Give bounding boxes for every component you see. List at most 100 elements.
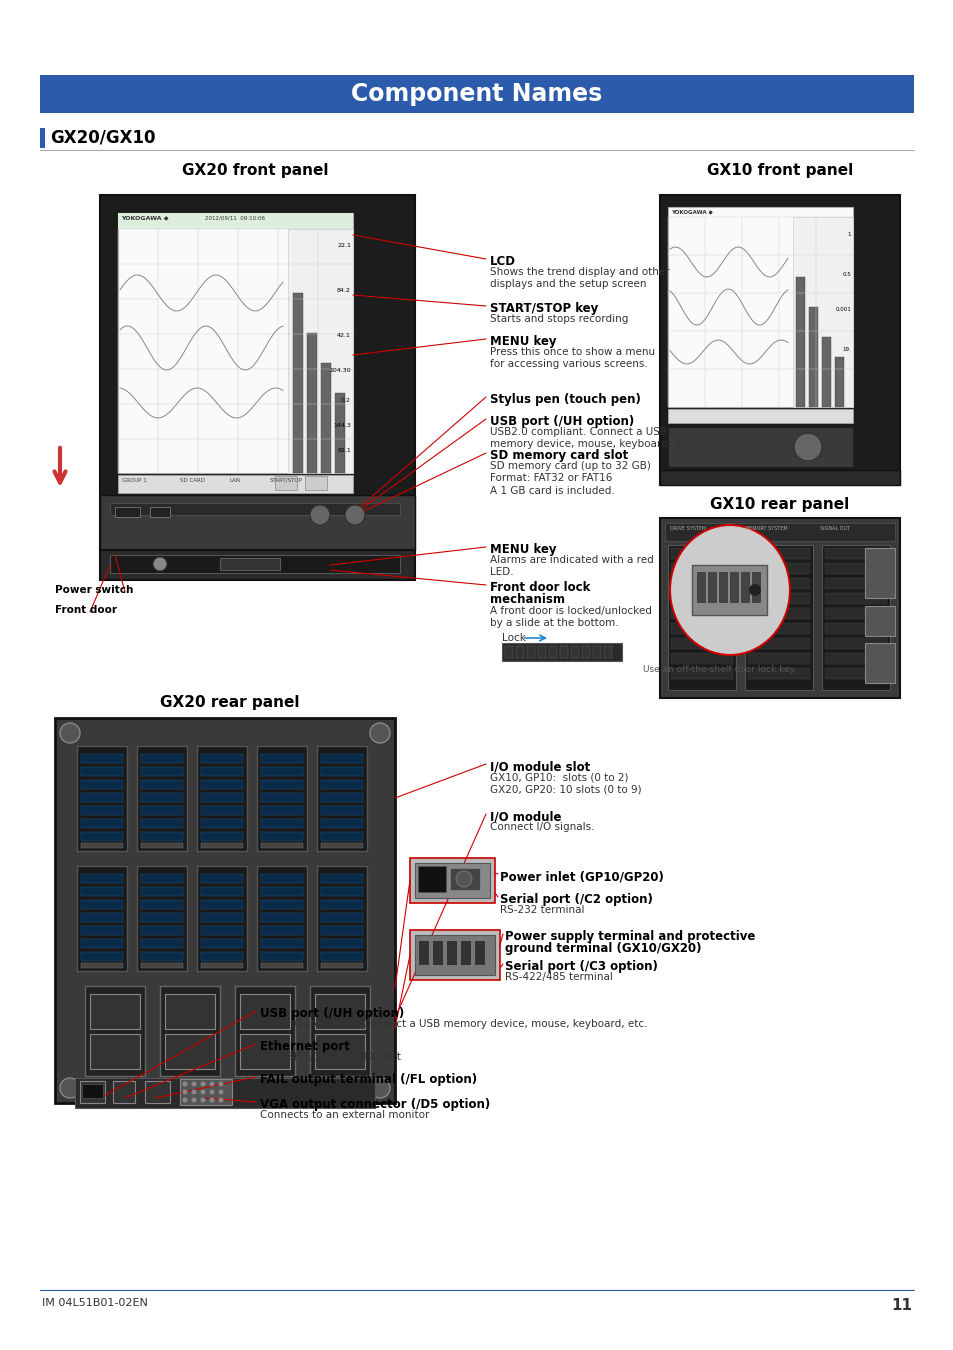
Circle shape (345, 505, 365, 525)
Bar (320, 873, 363, 883)
Text: Lock: Lock (501, 633, 525, 643)
Circle shape (370, 1079, 390, 1098)
Bar (261, 780, 303, 788)
Bar (201, 900, 243, 909)
Bar (747, 608, 809, 620)
Text: 0.5: 0.5 (841, 271, 850, 277)
Bar (201, 755, 243, 763)
Bar (667, 207, 852, 406)
Circle shape (456, 871, 472, 887)
Bar (85, 986, 145, 1076)
Bar (80, 1081, 105, 1103)
Bar (320, 913, 363, 922)
Bar (40, 76, 913, 113)
Bar (747, 563, 809, 574)
Circle shape (218, 1098, 223, 1103)
Bar (90, 1034, 140, 1069)
Bar (744, 545, 812, 690)
Bar (110, 555, 399, 572)
Bar (141, 940, 183, 948)
Bar (667, 545, 735, 690)
Bar (180, 1079, 232, 1106)
Bar (670, 653, 732, 664)
Bar (201, 780, 243, 788)
Bar (824, 548, 886, 559)
Bar (697, 572, 704, 602)
Text: Shows the trend display and other
displays and the setup screen: Shows the trend display and other displa… (490, 267, 669, 289)
Bar (824, 593, 886, 603)
Bar (593, 647, 600, 657)
Bar (747, 593, 809, 603)
Bar (795, 277, 804, 406)
Text: YOKOGAWA ◆: YOKOGAWA ◆ (121, 215, 169, 220)
Bar (320, 832, 363, 841)
Text: RS-232 terminal: RS-232 terminal (499, 904, 584, 915)
Text: I/O module: I/O module (490, 810, 561, 824)
Bar (75, 1079, 375, 1108)
Circle shape (192, 1081, 196, 1087)
Bar (141, 767, 183, 776)
Bar (261, 806, 303, 815)
Text: GX10 front panel: GX10 front panel (706, 163, 852, 178)
Text: Power switch: Power switch (55, 585, 133, 595)
Bar (670, 548, 732, 559)
Text: SD memory card slot: SD memory card slot (490, 450, 628, 462)
Bar (307, 333, 316, 472)
Bar (137, 747, 187, 850)
Bar (824, 639, 886, 649)
Bar (261, 913, 303, 922)
Bar (201, 832, 243, 841)
Bar (824, 622, 886, 634)
Bar (81, 755, 123, 763)
Text: MEMORY SYSTEM: MEMORY SYSTEM (744, 526, 787, 531)
Bar (201, 952, 243, 961)
Bar (432, 940, 442, 965)
Bar (201, 913, 243, 922)
Bar (320, 940, 363, 948)
Bar (82, 1084, 103, 1098)
Bar (118, 475, 353, 493)
Bar (446, 940, 456, 965)
Circle shape (748, 585, 760, 595)
Text: Stylus pen (touch pen): Stylus pen (touch pen) (490, 393, 640, 406)
Circle shape (210, 1098, 214, 1103)
Bar (141, 832, 183, 841)
Bar (719, 572, 726, 602)
Bar (141, 926, 183, 936)
Bar (320, 780, 363, 788)
Bar (201, 963, 243, 968)
Bar (141, 806, 183, 815)
Bar (261, 900, 303, 909)
Bar (320, 767, 363, 776)
Bar (165, 1034, 214, 1069)
Bar (261, 940, 303, 948)
Bar (747, 639, 809, 649)
Bar (320, 842, 363, 848)
Bar (516, 647, 523, 657)
Bar (256, 747, 307, 850)
Bar (261, 963, 303, 968)
Circle shape (210, 1081, 214, 1087)
Text: SD CARD: SD CARD (180, 478, 205, 483)
Bar (747, 668, 809, 679)
Bar (150, 508, 170, 517)
Bar (603, 647, 612, 657)
Bar (81, 963, 123, 968)
Bar (201, 887, 243, 896)
Bar (81, 926, 123, 936)
Bar (141, 963, 183, 968)
Text: DRIVE SYSTEM: DRIVE SYSTEM (669, 526, 705, 531)
Bar (261, 832, 303, 841)
Bar (410, 859, 495, 903)
Bar (261, 887, 303, 896)
Circle shape (200, 1081, 205, 1087)
Bar (77, 747, 127, 850)
Bar (581, 647, 589, 657)
Bar (261, 755, 303, 763)
Bar (415, 863, 490, 898)
Bar (81, 913, 123, 922)
Text: SIGNAL OUT: SIGNAL OUT (820, 526, 849, 531)
Circle shape (182, 1089, 188, 1095)
Bar (261, 926, 303, 936)
Bar (293, 293, 303, 472)
